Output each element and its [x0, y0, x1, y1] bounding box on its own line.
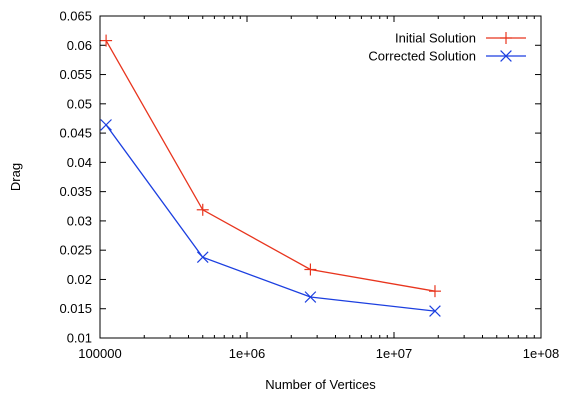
- legend-swatch-marker: [500, 32, 512, 44]
- legend: Initial Solution Corrected Solution: [368, 31, 526, 64]
- series-initial-solution: [100, 34, 441, 298]
- y-tick-label: 0.05: [67, 96, 92, 111]
- y-tick-label: 0.035: [59, 184, 92, 199]
- legend-swatch-marker: [500, 50, 512, 62]
- series-layer: [100, 34, 441, 317]
- y-tick-label: 0.02: [67, 272, 92, 287]
- data-point: [304, 263, 317, 276]
- x-tick-label: 100000: [78, 346, 121, 361]
- data-point: [428, 285, 441, 298]
- data-point: [304, 291, 317, 303]
- data-point: [196, 251, 209, 264]
- legend-label: Initial Solution: [395, 31, 476, 46]
- series-corrected-solution: [100, 119, 441, 317]
- data-point: [196, 203, 209, 216]
- y-tick-label: 0.025: [59, 243, 92, 258]
- y-tick-label: 0.045: [59, 126, 92, 141]
- y-tick-label: 0.01: [67, 331, 92, 346]
- x-tick-label: 1e+08: [523, 346, 560, 361]
- y-tick-label: 0.065: [59, 9, 92, 24]
- plot-frame: [99, 15, 542, 339]
- x-tick-label: 1e+06: [229, 346, 266, 361]
- x-tick-label: 1e+07: [376, 346, 413, 361]
- data-point: [100, 119, 112, 131]
- y-tick-label: 0.03: [67, 213, 92, 228]
- data-point: [100, 34, 113, 47]
- data-point: [429, 305, 441, 317]
- series-line: [105, 124, 436, 312]
- y-tick-label: 0.06: [67, 38, 92, 53]
- y-axis-label: Drag: [8, 163, 23, 191]
- x-axis-label: Number of Vertices: [265, 377, 376, 392]
- y-tick-label: 0.04: [67, 155, 92, 170]
- series-line: [105, 40, 436, 292]
- axis-ticks: 0.01 0.015 0.02 0.025 0.03 0.035 0.04 0.045 0.05…: [59, 9, 559, 362]
- legend-label: Corrected Solution: [368, 49, 476, 64]
- y-tick-label: 0.055: [59, 67, 92, 82]
- y-tick-label: 0.015: [59, 301, 92, 316]
